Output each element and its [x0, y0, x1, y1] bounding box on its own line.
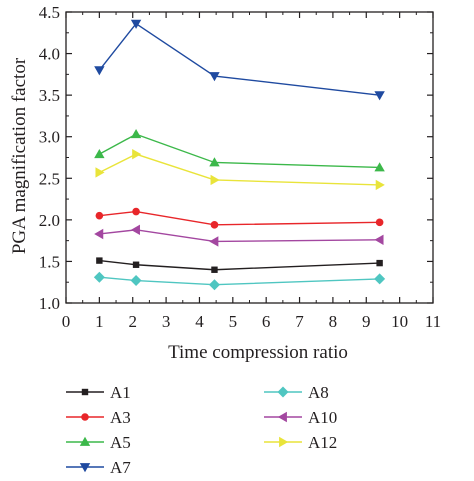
legend-item-a1: A1	[66, 383, 131, 402]
x-tick-label: 11	[425, 312, 441, 331]
legend-marker-a3	[81, 413, 89, 421]
legend-label-a3: A3	[110, 408, 131, 427]
legend-marker-a8	[277, 386, 289, 398]
legend-item-a5: A5	[66, 433, 131, 452]
x-axis-label: Time compression ratio	[168, 342, 348, 363]
x-tick-label: 0	[62, 312, 71, 331]
legend-marker-a5	[79, 436, 91, 446]
y-tick-label: 2.5	[39, 169, 60, 188]
data-point-a12	[210, 174, 220, 186]
data-point-a7	[209, 72, 220, 82]
data-point-a1	[132, 261, 140, 268]
x-tick-label: 8	[329, 312, 338, 331]
series-a10	[94, 224, 384, 247]
series-a12	[95, 148, 385, 191]
data-point-a3	[95, 211, 104, 220]
data-point-a1	[96, 257, 103, 264]
series-line-a1	[99, 259, 380, 271]
legend-label-a5: A5	[110, 433, 131, 452]
y-tick-label: 4.0	[39, 45, 60, 64]
series-a5	[94, 129, 385, 172]
legend: A1 A3 A5 A7 A8 A10 A12	[66, 383, 337, 477]
y-tick-label: 3.0	[39, 128, 60, 147]
legend-label-a12: A12	[308, 433, 337, 452]
data-point-a5	[374, 162, 385, 172]
data-point-a10	[209, 236, 219, 247]
data-point-a10	[374, 234, 384, 246]
data-point-a12	[95, 167, 105, 178]
y-tick-label: 3.5	[39, 86, 60, 105]
data-point-a3	[375, 218, 384, 227]
data-point-a3	[210, 221, 219, 229]
data-point-a12	[132, 148, 142, 160]
series-line-a3	[99, 210, 380, 226]
data-point-a1	[376, 259, 383, 267]
data-point-a8	[374, 273, 386, 285]
series-line-a5	[99, 133, 380, 169]
data-point-a7	[130, 19, 142, 29]
y-tick-label: 4.5	[39, 3, 60, 22]
legend-item-a7: A7	[66, 458, 131, 477]
series-a8	[93, 271, 386, 291]
series-a3	[95, 207, 384, 229]
axes: 0 1 2 3 4 5 6 7 8 9 10 11 1.0 1.5 2.0 2.5 3.0 3.5 4.0 4.5	[39, 3, 441, 331]
x-tick-label: 5	[229, 312, 238, 331]
x-tick-label: 2	[128, 312, 137, 331]
legend-label-a1: A1	[110, 383, 131, 402]
series-line-a7	[98, 22, 380, 96]
data-point-a8	[130, 275, 142, 287]
legend-item-a12: A12	[264, 433, 337, 452]
data-point-a3	[132, 207, 140, 216]
series-line-a10	[99, 229, 380, 243]
series-a1	[96, 257, 383, 273]
x-tick-label: 3	[162, 312, 171, 331]
x-tick-label: 4	[195, 312, 204, 331]
x-tick-label: 9	[362, 312, 371, 331]
legend-marker-a1	[81, 388, 89, 396]
legend-label-a8: A8	[308, 383, 329, 402]
legend-label-a10: A10	[308, 408, 337, 427]
legend-marker-a10	[277, 411, 287, 423]
y-tick-label: 2.0	[39, 211, 60, 230]
data-point-a5	[130, 129, 142, 139]
data-point-a12	[375, 179, 385, 191]
data-point-a7	[94, 66, 105, 76]
legend-item-a3: A3	[66, 408, 131, 427]
data-point-a8	[93, 271, 105, 283]
series-a7	[94, 19, 385, 101]
data-point-a1	[211, 266, 218, 273]
series-line-a8	[99, 276, 380, 286]
legend-item-a8: A8	[264, 383, 329, 402]
x-tick-label: 1	[95, 312, 104, 331]
legend-label-a7: A7	[110, 458, 131, 477]
data-point-a7	[374, 91, 385, 101]
data-point-a5	[209, 157, 220, 167]
y-axis-label: PGA magnification factor	[9, 57, 30, 254]
data-point-a10	[130, 224, 140, 236]
x-tick-label: 10	[391, 312, 408, 331]
y-tick-label: 1.5	[39, 252, 60, 271]
legend-item-a10: A10	[264, 408, 337, 427]
x-tick-label: 7	[295, 312, 304, 331]
x-tick-label: 6	[262, 312, 271, 331]
series-line-a12	[99, 153, 380, 186]
series-layer	[93, 19, 386, 291]
y-tick-label: 1.0	[39, 294, 60, 313]
data-point-a10	[94, 228, 104, 240]
legend-marker-a12	[279, 436, 289, 448]
data-point-a5	[94, 148, 105, 159]
data-point-a8	[208, 279, 220, 291]
legend-marker-a7	[79, 463, 91, 473]
plot-frame	[65, 11, 434, 304]
